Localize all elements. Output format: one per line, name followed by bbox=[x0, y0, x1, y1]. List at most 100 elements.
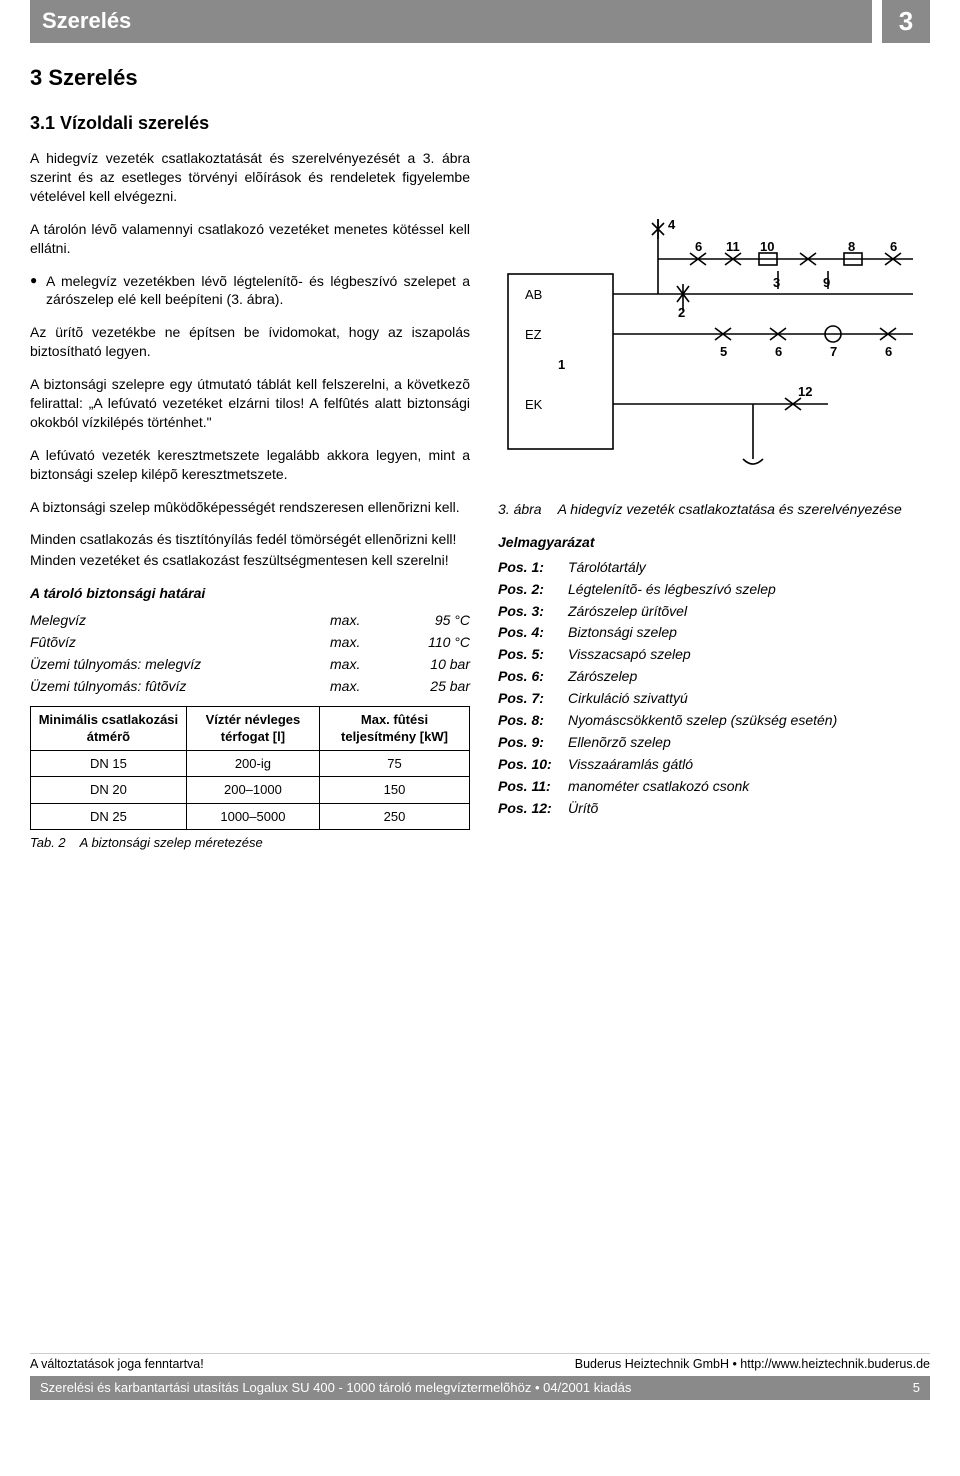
legend-pos: Pos. 7: bbox=[498, 689, 568, 708]
svg-text:6: 6 bbox=[695, 239, 702, 254]
limits-value: 110 °C bbox=[400, 633, 470, 652]
legend-row: Pos. 12: Ürítõ bbox=[498, 799, 928, 818]
svg-text:6: 6 bbox=[775, 344, 782, 359]
legend-row: Pos. 6: Zárószelep bbox=[498, 667, 928, 686]
legend-pos: Pos. 5: bbox=[498, 645, 568, 664]
table-row: DN 20200–1000150 bbox=[31, 777, 470, 804]
legend-row: Pos. 2: Légtelenítõ- és légbeszívó szele… bbox=[498, 580, 928, 599]
limits-row: Fûtõvíz max. 110 °C bbox=[30, 633, 470, 652]
table-caption-text: A biztonsági szelep méretezése bbox=[80, 835, 263, 850]
table-cell: DN 20 bbox=[31, 777, 187, 804]
limits-max: max. bbox=[330, 611, 400, 630]
legend-pos: Pos. 9: bbox=[498, 733, 568, 752]
limits-row: Üzemi túlnyomás: melegvíz max. 10 bar bbox=[30, 655, 470, 674]
limits-row: Melegvíz max. 95 °C bbox=[30, 611, 470, 630]
legend-heading: Jelmagyarázat bbox=[498, 533, 928, 552]
paragraph: A biztonsági szelepre egy útmutató táblá… bbox=[30, 375, 470, 432]
label-ek: EK bbox=[525, 397, 543, 412]
legend-text: Cirkuláció szivattyú bbox=[568, 689, 928, 708]
paragraph: Minden csatlakozás és tisztítónyílás fed… bbox=[30, 530, 470, 549]
svg-text:3: 3 bbox=[773, 275, 780, 290]
label-tank-1: 1 bbox=[558, 357, 565, 372]
legend-pos: Pos. 6: bbox=[498, 667, 568, 686]
page-header: Szerelés 3 bbox=[30, 0, 930, 43]
svg-text:4: 4 bbox=[668, 217, 676, 232]
limits-max: max. bbox=[330, 677, 400, 696]
svg-text:2: 2 bbox=[678, 305, 685, 320]
paragraph: A tárolón lévõ valamennyi csatlakozó vez… bbox=[30, 220, 470, 258]
paragraph: Az ürítõ vezetékbe ne építsen be ívidomo… bbox=[30, 323, 470, 361]
page-footer: A változtatások joga fenntartva! Buderus… bbox=[0, 1353, 960, 1400]
svg-text:5: 5 bbox=[720, 344, 727, 359]
limits-label: Melegvíz bbox=[30, 611, 330, 630]
table-cell: 200–1000 bbox=[186, 777, 319, 804]
label-ab: AB bbox=[525, 287, 542, 302]
legend-text: Visszaáramlás gátló bbox=[568, 755, 928, 774]
legend-pos: Pos. 12: bbox=[498, 799, 568, 818]
figure-text: A hidegvíz vezeték csatlakoztatása és sz… bbox=[558, 500, 902, 519]
limits-label: Üzemi túlnyomás: fûtõvíz bbox=[30, 677, 330, 696]
paragraph: Minden vezetéket és csatlakozást feszült… bbox=[30, 551, 470, 570]
footer-bar-left: Szerelési és karbantartási utasítás Loga… bbox=[40, 1379, 631, 1397]
table-cell: DN 25 bbox=[31, 803, 187, 830]
legend-pos: Pos. 10: bbox=[498, 755, 568, 774]
legend-row: Pos. 7: Cirkuláció szivattyú bbox=[498, 689, 928, 708]
legend-text: Zárószelep bbox=[568, 667, 928, 686]
legend-pos: Pos. 4: bbox=[498, 623, 568, 642]
legend-pos: Pos. 8: bbox=[498, 711, 568, 730]
limits-max: max. bbox=[330, 633, 400, 652]
legend-pos: Pos. 3: bbox=[498, 602, 568, 621]
table-caption-num: Tab. 2 bbox=[30, 835, 66, 850]
svg-text:6: 6 bbox=[885, 344, 892, 359]
limits-value: 95 °C bbox=[400, 611, 470, 630]
svg-text:10: 10 bbox=[760, 239, 774, 254]
legend-row: Pos. 3: Zárószelep ürítõvel bbox=[498, 602, 928, 621]
limits-heading: A tároló biztonsági határai bbox=[30, 584, 470, 603]
legend-text: Tárolótartály bbox=[568, 558, 928, 577]
section-heading: 3 Szerelés bbox=[30, 63, 930, 93]
table-cell: 75 bbox=[319, 750, 469, 777]
legend-text: manométer csatlakozó csonk bbox=[568, 777, 928, 796]
table-cell: 250 bbox=[319, 803, 469, 830]
svg-text:9: 9 bbox=[823, 275, 830, 290]
table-header: Minimális csatlakozási átmérõ bbox=[31, 706, 187, 750]
table-cell: 200-ig bbox=[186, 750, 319, 777]
label-ez: EZ bbox=[525, 327, 542, 342]
left-column: A hidegvíz vezeték csatlakoztatását és s… bbox=[30, 149, 470, 852]
svg-text:11: 11 bbox=[726, 239, 740, 254]
paragraph: A hidegvíz vezeték csatlakoztatását és s… bbox=[30, 149, 470, 206]
legend-pos: Pos. 1: bbox=[498, 558, 568, 577]
legend-pos: Pos. 2: bbox=[498, 580, 568, 599]
svg-text:6: 6 bbox=[890, 239, 897, 254]
right-column: AB EZ EK 1 4 6 11 10 8 6 3 9 2 bbox=[498, 149, 928, 852]
piping-diagram: AB EZ EK 1 4 6 11 10 8 6 3 9 2 bbox=[498, 149, 928, 484]
table-cell: DN 15 bbox=[31, 750, 187, 777]
legend-row: Pos. 10: Visszaáramlás gátló bbox=[498, 755, 928, 774]
header-title: Szerelés bbox=[30, 0, 872, 43]
svg-text:8: 8 bbox=[848, 239, 855, 254]
paragraph: A biztonsági szelep mûködõképességét ren… bbox=[30, 498, 470, 517]
legend-text: Légtelenítõ- és légbeszívó szelep bbox=[568, 580, 928, 599]
limits-label: Fûtõvíz bbox=[30, 633, 330, 652]
table-header: Max. fûtési teljesítmény [kW] bbox=[319, 706, 469, 750]
figure-number: 3. ábra bbox=[498, 500, 542, 519]
legend-pos: Pos. 11: bbox=[498, 777, 568, 796]
legend-text: Biztonsági szelep bbox=[568, 623, 928, 642]
table-header: Víztér névleges térfogat [l] bbox=[186, 706, 319, 750]
svg-text:7: 7 bbox=[830, 344, 837, 359]
legend-text: Ürítõ bbox=[568, 799, 928, 818]
legend-text: Nyomáscsökkentõ szelep (szükség esetén) bbox=[568, 711, 928, 730]
legend-row: Pos. 5: Visszacsapó szelep bbox=[498, 645, 928, 664]
sizing-table: Minimális csatlakozási átmérõVíztér névl… bbox=[30, 706, 470, 831]
footer-bar-page: 5 bbox=[913, 1379, 920, 1397]
subsection-heading: 3.1 Vízoldali szerelés bbox=[30, 111, 930, 135]
bullet-paragraph: A melegvíz vezetékben lévõ légtelenítõ- … bbox=[30, 272, 470, 310]
legend-text: Visszacsapó szelep bbox=[568, 645, 928, 664]
table-row: DN 251000–5000250 bbox=[31, 803, 470, 830]
limits-row: Üzemi túlnyomás: fûtõvíz max. 25 bar bbox=[30, 677, 470, 696]
table-cell: 1000–5000 bbox=[186, 803, 319, 830]
paragraph: A lefúvató vezeték keresztmetszete legal… bbox=[30, 446, 470, 484]
legend-text: Zárószelep ürítõvel bbox=[568, 602, 928, 621]
legend-row: Pos. 8: Nyomáscsökkentõ szelep (szükség … bbox=[498, 711, 928, 730]
limits-label: Üzemi túlnyomás: melegvíz bbox=[30, 655, 330, 674]
